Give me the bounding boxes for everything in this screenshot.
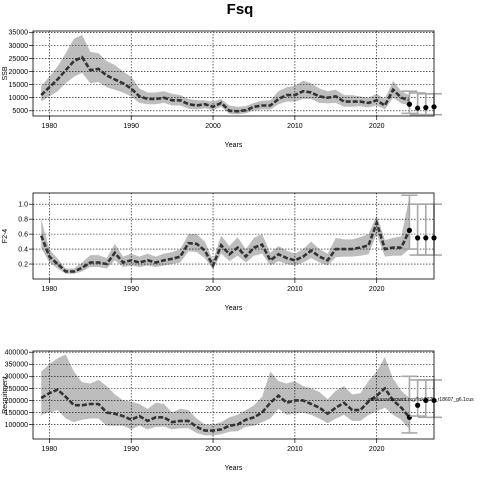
- ssb-projection-point: [415, 105, 421, 111]
- recruitment-y-tick-label: 200000: [5, 398, 28, 405]
- ssb-y-tick-label: 35000: [9, 30, 29, 37]
- recruitment-y-axis-label: Recruitment: [2, 376, 9, 414]
- recruitment-projection-point: [415, 402, 421, 408]
- ssb-x-tick-label: 1990: [123, 123, 139, 130]
- f-plot-frame: [32, 192, 435, 280]
- ssb-y-tick-label: 20000: [9, 69, 29, 76]
- ssb-y-tick-label: 5000: [12, 108, 28, 115]
- recruitment-panel: 1980 1990 2000 2010 2020 100000 150000 200000 25…: [2, 350, 474, 472]
- f-x-tick-label: 2010: [287, 286, 303, 293]
- f-projection-point: [423, 235, 429, 241]
- recruitment-x-tick-label: 1990: [123, 446, 139, 453]
- ssb-projection-point: [423, 105, 429, 111]
- ssb-y-tick-label: 15000: [9, 82, 29, 89]
- recruitment-x-axis-label: Years: [225, 465, 243, 472]
- recruitment-y-tick-label: 400000: [5, 350, 28, 357]
- f-y-tick-label: 0.4: [18, 246, 28, 253]
- f-x-tick-label: 2000: [205, 286, 221, 293]
- recruitment-source-annotation: stockassessment.org/fisk2025_r18607_g6.1…: [368, 397, 474, 403]
- f-projection-point: [406, 227, 413, 233]
- ssb-panel: 1980 1990 2000 2010 2020 5000 10000 15000 20000 2…: [2, 30, 442, 149]
- ssb-x-tick-label: 2010: [287, 123, 303, 130]
- figure-title: Fsq: [227, 1, 254, 18]
- recruitment-x-tick-label: 2000: [205, 446, 221, 453]
- f-y-tick-label: 0.2: [18, 261, 28, 268]
- recruitment-y-tick-label: 250000: [5, 386, 28, 393]
- recruitment-y-tick-label: 300000: [5, 374, 28, 381]
- f-y-tick-label: 0.6: [18, 232, 28, 239]
- ssb-y-tick-label: 10000: [9, 95, 29, 102]
- ssb-y-tick-label: 25000: [9, 56, 29, 63]
- recruitment-confidence-band: [41, 354, 410, 436]
- recruitment-x-tick-label: 1980: [42, 446, 58, 453]
- f-estimate-line: [39, 218, 411, 273]
- f-projection-point: [415, 235, 421, 241]
- recruitment-x-tick-label: 2010: [287, 446, 303, 453]
- recruitment-estimate-line: [40, 386, 411, 432]
- recruitment-y-tick-label: 150000: [5, 410, 28, 417]
- f-x-tick-label: 1980: [42, 286, 58, 293]
- f-x-tick-label: 2020: [369, 286, 385, 293]
- f-y-axis-label: F2-4: [2, 229, 9, 244]
- ssb-plot-frame: [32, 30, 435, 117]
- ssb-y-tick-label: 30000: [9, 43, 29, 50]
- recruitment-x-tick-label: 2020: [369, 446, 385, 453]
- fishing-mortality-panel: 1980 1990 2000 2010 2020 0.2 0.4 0.6 0.8 1.0 Years…: [2, 192, 442, 312]
- ssb-projection-point: [406, 101, 413, 107]
- ssb-y-axis-label: SSB: [2, 66, 9, 80]
- ssb-x-tick-label: 2020: [369, 123, 385, 130]
- recruitment-projection-point: [423, 397, 429, 404]
- recruitment-plot-frame: [32, 350, 435, 440]
- ssb-x-axis-label: Years: [225, 142, 243, 149]
- f-y-tick-label: 0.8: [18, 217, 28, 224]
- f-x-tick-label: 1990: [123, 286, 139, 293]
- f-x-axis-label: Years: [225, 305, 243, 312]
- ssb-x-tick-label: 1980: [42, 123, 58, 130]
- f-y-tick-label: 1.0: [18, 202, 28, 209]
- recruitment-y-tick-label: 100000: [5, 422, 28, 429]
- ssb-estimate-line: [40, 55, 410, 113]
- ssb-x-tick-label: 2000: [205, 123, 221, 130]
- recruitment-y-tick-label: 350000: [5, 362, 28, 369]
